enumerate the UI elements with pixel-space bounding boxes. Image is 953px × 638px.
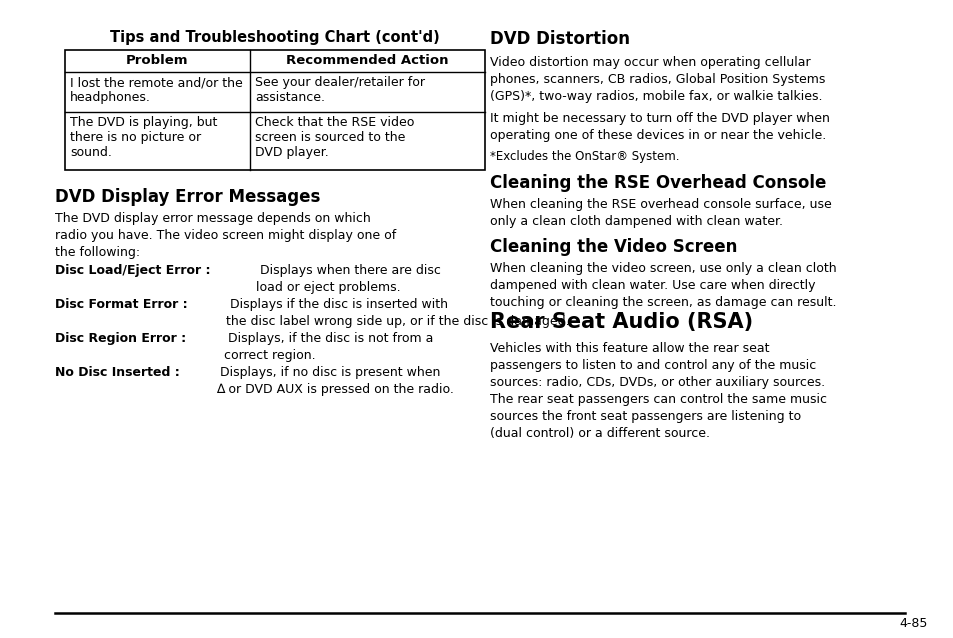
Text: Displays, if the disc is not from a
correct region.: Displays, if the disc is not from a corr… — [224, 332, 433, 362]
Text: No Disc Inserted :: No Disc Inserted : — [55, 366, 179, 379]
Text: Disc Region Error :: Disc Region Error : — [55, 332, 186, 345]
Bar — [65, 50, 484, 170]
Text: Disc Format Error :: Disc Format Error : — [55, 298, 188, 311]
Text: Rear Seat Audio (RSA): Rear Seat Audio (RSA) — [490, 312, 752, 332]
Text: *Excludes the OnStar® System.: *Excludes the OnStar® System. — [490, 150, 679, 163]
Text: DVD Display Error Messages: DVD Display Error Messages — [55, 188, 320, 206]
Text: Problem: Problem — [126, 54, 189, 68]
Text: DVD Distortion: DVD Distortion — [490, 30, 629, 48]
Text: I lost the remote and/or the
headphones.: I lost the remote and/or the headphones. — [70, 76, 242, 104]
Text: It might be necessary to turn off the DVD player when
operating one of these dev: It might be necessary to turn off the DV… — [490, 112, 829, 142]
Text: Check that the RSE video
screen is sourced to the
DVD player.: Check that the RSE video screen is sourc… — [254, 116, 414, 159]
Text: The DVD is playing, but
there is no picture or
sound.: The DVD is playing, but there is no pict… — [70, 116, 217, 159]
Text: 4-85: 4-85 — [899, 617, 927, 630]
Text: Cleaning the RSE Overhead Console: Cleaning the RSE Overhead Console — [490, 174, 825, 192]
Text: Vehicles with this feature allow the rear seat
passengers to listen to and contr: Vehicles with this feature allow the rea… — [490, 342, 826, 440]
Text: When cleaning the video screen, use only a clean cloth
dampened with clean water: When cleaning the video screen, use only… — [490, 262, 836, 309]
Text: The DVD display error message depends on which
radio you have. The video screen : The DVD display error message depends on… — [55, 212, 395, 259]
Text: See your dealer/retailer for
assistance.: See your dealer/retailer for assistance. — [254, 76, 424, 104]
Text: Tips and Troubleshooting Chart (cont'd): Tips and Troubleshooting Chart (cont'd) — [110, 30, 439, 45]
Text: Video distortion may occur when operating cellular
phones, scanners, CB radios, : Video distortion may occur when operatin… — [490, 56, 824, 103]
Text: Displays, if no disc is present when
∆ or DVD AUX is pressed on the radio.: Displays, if no disc is present when ∆ o… — [215, 366, 454, 396]
Text: Displays if the disc is inserted with
the disc label wrong side up, or if the di: Displays if the disc is inserted with th… — [226, 298, 569, 328]
Text: Cleaning the Video Screen: Cleaning the Video Screen — [490, 238, 737, 256]
Text: Recommended Action: Recommended Action — [286, 54, 448, 68]
Text: Disc Load/Eject Error :: Disc Load/Eject Error : — [55, 264, 211, 277]
Text: Displays when there are disc
load or eject problems.: Displays when there are disc load or eje… — [255, 264, 440, 294]
Text: When cleaning the RSE overhead console surface, use
only a clean cloth dampened : When cleaning the RSE overhead console s… — [490, 198, 831, 228]
